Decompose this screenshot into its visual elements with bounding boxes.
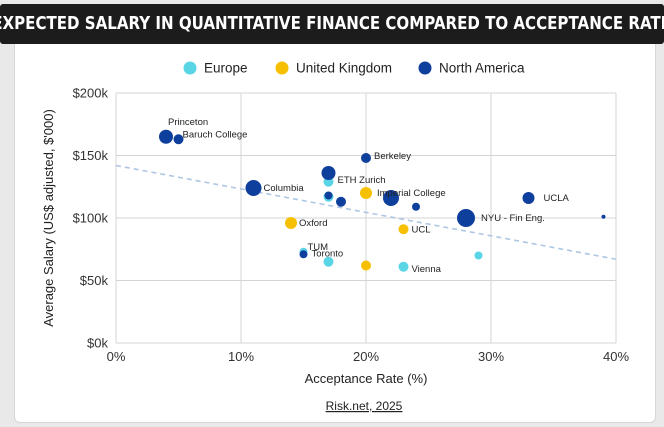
point-label: Berkeley [374, 151, 411, 162]
legend-entry: Europe [204, 61, 248, 76]
trendline [115, 164, 617, 261]
legend-marker [183, 61, 197, 75]
point-label: UCLA [544, 193, 570, 204]
legend-marker [275, 61, 289, 75]
data-point [159, 129, 173, 144]
grid-lines [115, 92, 617, 344]
point-label: Oxford [299, 218, 328, 229]
legend-entry: North America [439, 61, 525, 76]
point-label: Columbia [264, 183, 305, 194]
y-tick-label: $100k [73, 211, 109, 226]
point-label: Imperial College [377, 188, 446, 199]
point-label: UCL [412, 224, 431, 235]
data-point [412, 202, 420, 211]
data-point [299, 250, 308, 259]
chart-title: EXPECTED SALARY IN QUANTITATIVE FINANCE … [0, 14, 664, 34]
data-point [245, 180, 262, 196]
data-point [336, 196, 346, 207]
data-point [324, 191, 333, 200]
data-point [361, 260, 371, 271]
data-point [173, 134, 184, 145]
point-label: Toronto [312, 248, 344, 259]
data-point [398, 261, 409, 272]
point-label: NYU - Fin Eng. [481, 213, 545, 224]
data-point [285, 217, 297, 229]
chart-card [14, 44, 656, 423]
data-point [383, 190, 399, 206]
x-tick-label: 30% [478, 349, 504, 364]
x-tick-label: 40% [603, 349, 629, 364]
axis-layer: 0% 10% 20% 30% 40% $0k $50k $100k $150k $200k [73, 86, 630, 365]
y-axis-title: Average Salary (US$ adjusted, $'000) [41, 109, 56, 327]
point-label: Baruch College [183, 129, 248, 140]
y-tick-label: $50k [80, 273, 109, 288]
x-tick-label: 0% [107, 349, 126, 364]
data-point [321, 166, 336, 180]
point-label: Vienna [412, 264, 442, 275]
title-banner: EXPECTED SALARY IN QUANTITATIVE FINANCE … [0, 4, 664, 44]
y-tick-label: $150k [73, 148, 109, 163]
data-point [601, 214, 606, 219]
data-points [159, 129, 606, 272]
data-point [398, 224, 409, 235]
point-label: ETH Zurich [338, 175, 386, 186]
data-point [360, 187, 372, 199]
legend: Europe United Kingdom North America [183, 61, 525, 76]
data-point [457, 209, 475, 227]
legend-entry: United Kingdom [296, 61, 392, 76]
data-point [522, 192, 535, 204]
x-tick-label: 10% [228, 349, 254, 364]
x-axis-title: Acceptance Rate (%) [305, 371, 428, 386]
point-label: TUM [308, 242, 329, 253]
point-label: Princeton [168, 117, 208, 128]
y-tick-label: $200k [73, 86, 109, 101]
source-note: Risk.net, 2025 [326, 399, 403, 413]
point-labels: ETH Zurich TUM Vienna Imperial College Oxfor… [168, 117, 570, 275]
data-point [323, 256, 334, 267]
y-tick-label: $0k [87, 336, 108, 351]
data-point [474, 251, 483, 260]
data-point [361, 153, 371, 163]
legend-marker [418, 61, 432, 75]
x-tick-label: 20% [353, 349, 379, 364]
trendline-layer [115, 164, 617, 261]
